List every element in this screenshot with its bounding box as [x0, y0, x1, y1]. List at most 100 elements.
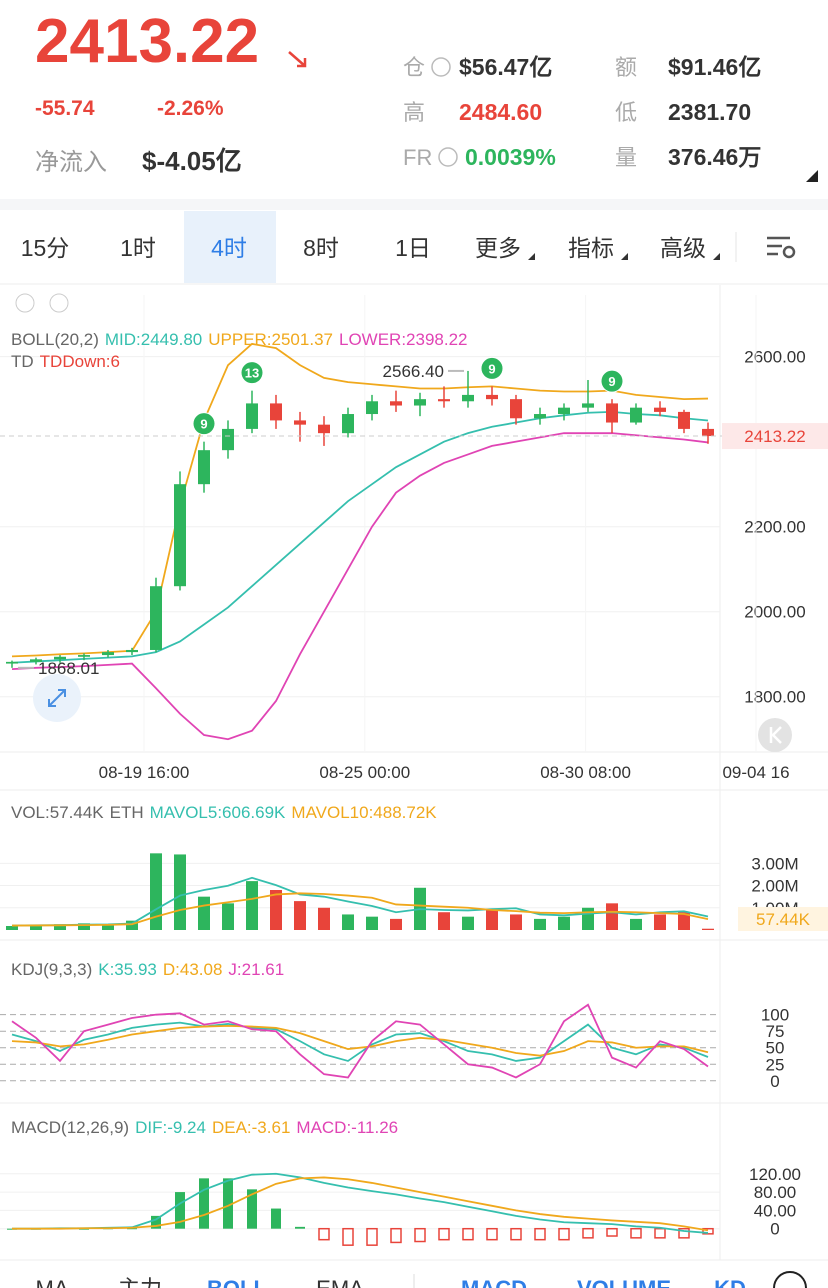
legend-entry: ETH [110, 803, 144, 822]
last-volume-tag [738, 907, 828, 931]
y-tick-label: 2.00M [751, 877, 798, 896]
settings-small-icon[interactable] [49, 293, 69, 313]
volume-bar [654, 914, 666, 930]
dropdown-triangle [713, 253, 720, 260]
indicator-tab[interactable]: EMA [316, 1276, 364, 1288]
volume-bar [102, 924, 114, 930]
stat-value: 376.46万 [668, 144, 761, 170]
volume-bar [174, 854, 186, 930]
volume-bar [126, 920, 138, 930]
y-tick-label: 2000.00 [744, 603, 805, 622]
indicator-line [11, 411, 709, 664]
tab[interactable]: 1日 [395, 235, 431, 261]
scroll-latest-icon [769, 726, 782, 744]
macd-bar [414, 1227, 426, 1243]
indicator-line [11, 1003, 709, 1079]
draw-tool-icon[interactable] [773, 1271, 807, 1288]
bottom-tabs: MA 主力 BOLL EMA MACD VOLUME KD [36, 1274, 746, 1288]
indicator-tab[interactable]: KD [714, 1276, 746, 1288]
td-marker-label: 13 [245, 366, 259, 381]
expand-corner[interactable] [806, 170, 818, 182]
y-tick-label: 100 [761, 1006, 789, 1025]
indicator-legend: TD TDDown:6 [11, 352, 120, 371]
net-inflow-label: 净流入 [35, 149, 107, 176]
x-tick-label: 09-04 16 [722, 763, 789, 782]
change-pct: -2.26% [157, 97, 224, 120]
y-tick-label: 2600.00 [744, 348, 805, 367]
volume-bar [318, 907, 330, 930]
candle-body [486, 394, 498, 400]
candle-body [294, 420, 306, 425]
legend-entry: BOLL(20,2) [11, 330, 99, 349]
y-tick-label: 120.00 [749, 1165, 801, 1184]
indicator-tab[interactable]: 主力 [118, 1276, 162, 1288]
scroll-latest-button[interactable] [758, 718, 792, 752]
candle-body [246, 403, 258, 429]
candle-body [6, 661, 18, 664]
indicator-tab[interactable]: BOLL [207, 1276, 267, 1288]
candle-body [678, 411, 690, 429]
td-marker [600, 369, 624, 393]
legend-entry: LOWER:2398.22 [339, 330, 468, 349]
x-tick-label: 08-25 00:00 [319, 763, 410, 782]
macd-bar [582, 1227, 594, 1239]
volume-bar [270, 890, 282, 930]
help-icon[interactable] [431, 57, 451, 77]
legend-entry: MAVOL10:488.72K [291, 803, 437, 822]
indicator-tab[interactable]: MA [36, 1276, 69, 1288]
volume-bar [222, 903, 234, 930]
settings-icon[interactable] [767, 236, 796, 259]
macd-bar [702, 1227, 714, 1235]
candle-body [582, 403, 594, 408]
macd-bar [366, 1227, 378, 1246]
td-marker [192, 412, 216, 436]
macd-bar [606, 1227, 618, 1237]
tab[interactable]: 高级 [660, 235, 706, 261]
help-icon[interactable] [438, 147, 458, 167]
x-tick-label: 08-19 16:00 [99, 763, 190, 782]
volume-bar [558, 916, 570, 930]
td-marker-label: 9 [488, 361, 495, 376]
plots: 1800.00 2000.00 2200.00 2600.00 08-19 16:00 0… [0, 295, 828, 1246]
volume-bar [486, 910, 498, 930]
indicator-line [12, 1176, 709, 1232]
indicator-tab[interactable]: MACD [461, 1276, 527, 1288]
macd-bar [223, 1178, 233, 1229]
indicator-line [11, 1021, 709, 1062]
candle-body [606, 403, 618, 423]
volume-bar [582, 907, 594, 930]
candle-body [510, 399, 522, 419]
candle-body [222, 428, 234, 451]
candle-body [390, 401, 402, 406]
x-tick-label: 08-30 08:00 [540, 763, 631, 782]
tab[interactable]: 1时 [120, 235, 156, 261]
macd-bar [151, 1215, 161, 1229]
stat-label: 仓 [403, 55, 425, 80]
indicator-line [11, 876, 709, 927]
volume-bar [390, 918, 402, 930]
indicator-line [11, 342, 709, 658]
candle-body [366, 401, 378, 415]
legend-entry: TDDown:6 [40, 352, 120, 371]
y-tick-label: 40.00 [754, 1201, 797, 1220]
stat-value: 2381.70 [668, 99, 751, 125]
legend-entry: TD [11, 352, 34, 371]
macd-bar [486, 1227, 498, 1241]
legend-entry: UPPER:2501.37 [208, 330, 333, 349]
tab[interactable]: 8时 [303, 235, 339, 261]
tab[interactable]: 指标 [568, 235, 614, 261]
indicator-legend: MACD(12,26,9) DIF:-9.24 DEA:-3.61 MACD:-11.… [11, 1118, 398, 1137]
volume-bar [30, 925, 42, 930]
y-tick-label: 75 [766, 1022, 785, 1041]
volume-bar [246, 881, 258, 930]
legend-entry: MACD:-11.26 [296, 1118, 398, 1137]
candle-body [630, 407, 642, 423]
collapse-icon[interactable] [15, 293, 35, 313]
td-marker-label: 9 [200, 417, 207, 432]
tab[interactable]: 15分 [21, 235, 70, 261]
candle-body [558, 407, 570, 415]
tab[interactable]: 4时 [211, 235, 247, 261]
tab[interactable]: 更多 [475, 235, 521, 261]
candle-body [462, 394, 474, 402]
indicator-tab[interactable]: VOLUME [577, 1276, 671, 1288]
